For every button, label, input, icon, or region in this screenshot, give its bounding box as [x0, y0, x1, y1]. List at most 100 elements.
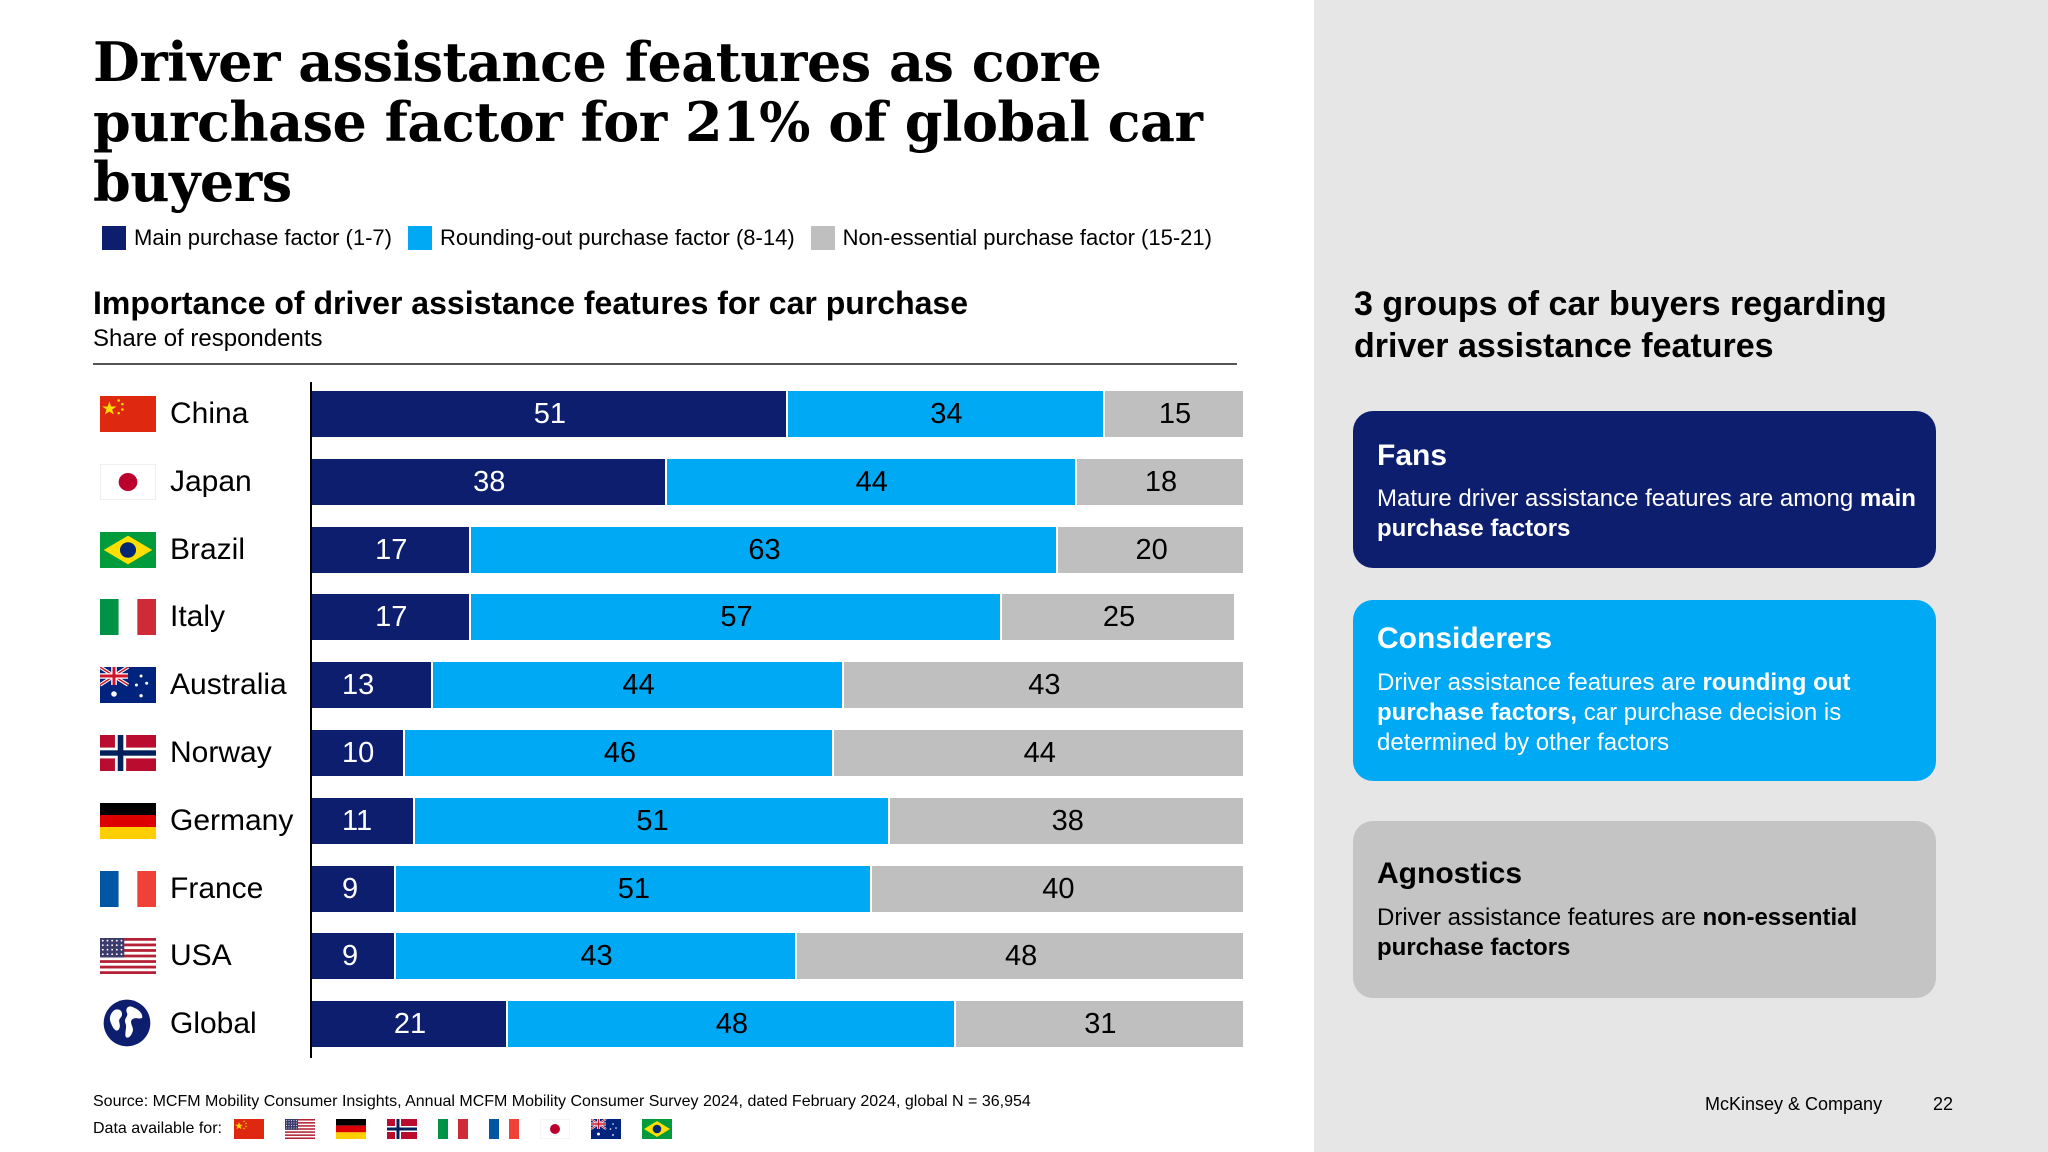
globe-icon: [102, 998, 152, 1048]
bar-segment: 38: [312, 458, 667, 505]
brazil-flag-icon: [100, 531, 156, 568]
chart-legend: Main purchase factor (1-7) Rounding-out p…: [102, 224, 1228, 252]
card-text-plain: Mature driver assistance features are am…: [1377, 485, 1860, 512]
bar-segment: 34: [787, 391, 1106, 437]
category-label: Australia: [170, 668, 287, 702]
data-available-flags: [233, 1118, 693, 1140]
card-text-considerers: Driver assistance features are rounding …: [1377, 668, 1917, 758]
australia-flag-icon: [590, 1118, 621, 1139]
bar-segment: 44: [666, 458, 1078, 505]
legend-swatch: [810, 226, 835, 250]
bar-segment: 15: [1105, 391, 1245, 437]
bar-row-norway: Norway 10 46 44: [0, 730, 1260, 776]
bar-segment: 51: [414, 797, 891, 844]
card-text-plain: Driver assistance features are: [1377, 669, 1703, 696]
source-note: Source: MCFM Mobility Consumer Insights,…: [93, 1093, 1031, 1110]
bar-segment: 44: [834, 730, 1245, 776]
category-label: Germany: [170, 803, 294, 837]
legend-item: Non-essential purchase factor (15-21): [810, 225, 1212, 251]
bar-segment: 21: [312, 1001, 508, 1048]
usa-flag-icon: [284, 1119, 315, 1139]
bar-row-brazil: Brazil 17 63 20: [0, 526, 1260, 573]
category-label: Global: [170, 1007, 257, 1041]
bar-row-italy: Italy 17 57 25: [0, 594, 1260, 641]
bar-segment: 13: [312, 662, 434, 709]
bar-segment: 43: [395, 933, 798, 980]
bar-segment: 51: [312, 391, 788, 437]
bar-segment: 38: [890, 797, 1245, 844]
bar-row-france: France 9 51 40: [0, 865, 1260, 912]
card-text-plain: Driver assistance features are: [1377, 904, 1703, 931]
bar-segment: 20: [1058, 526, 1245, 573]
card-text-fans: Mature driver assistance features are am…: [1377, 484, 1917, 544]
data-available-label: Data available for:: [93, 1120, 222, 1137]
bar-row-china: China 51 34 15: [0, 391, 1260, 437]
considerers-card: Considerers Driver assistance features a…: [1353, 600, 1936, 781]
norway-flag-icon: [100, 735, 156, 771]
legend-label: Rounding-out purchase factor (8-14): [440, 225, 795, 250]
card-title-agnostics: Agnostics: [1377, 857, 1523, 890]
card-text-bold: non-essential purchase factors: [1377, 904, 1858, 961]
chart-axis-line: [310, 382, 312, 1058]
china-flag-icon: [233, 1119, 264, 1139]
data-available: Data available for:: [93, 1118, 693, 1140]
germany-flag-icon: [100, 802, 156, 839]
footer-brand: McKinsey & Company: [1705, 1094, 1883, 1114]
legend-item: Main purchase factor (1-7): [102, 225, 392, 251]
chart-divider: [93, 363, 1237, 365]
bar-segment: 17: [312, 594, 471, 641]
italy-flag-icon: [100, 599, 156, 636]
bar-row-japan: Japan 38 44 18: [0, 458, 1260, 505]
bar-segment: 10: [312, 730, 406, 776]
legend-item: Rounding-out purchase factor (8-14): [408, 225, 795, 251]
bar-segment: 57: [470, 594, 1003, 641]
bar-segment: 17: [312, 526, 471, 573]
card-text-bold: rounding out purchase factors,: [1377, 669, 1851, 726]
australia-flag-icon: [98, 665, 156, 704]
agnostics-card: Agnostics Driver assistance features are…: [1353, 821, 1936, 998]
bar-segment: 9: [312, 933, 396, 980]
bar-segment: 40: [871, 865, 1245, 912]
france-flag-icon: [100, 870, 156, 907]
bar-segment: 46: [405, 730, 835, 776]
bar-segment: 48: [507, 1001, 956, 1048]
bar-row-germany: Germany 11 51 38: [0, 797, 1260, 844]
bar-segment: 43: [843, 662, 1245, 709]
germany-flag-icon: [335, 1119, 366, 1139]
page-number: 22: [1933, 1094, 1954, 1114]
norway-flag-icon: [386, 1119, 417, 1139]
category-label: France: [170, 871, 264, 905]
card-text-agnostics: Driver assistance features are non-essen…: [1377, 903, 1917, 963]
legend-swatch: [102, 226, 126, 250]
bar-segment: 25: [1002, 594, 1236, 641]
italy-flag-icon: [437, 1119, 468, 1139]
bar-segment: 11: [312, 797, 415, 844]
bar-segment: 51: [395, 865, 872, 912]
bar-segment: 31: [955, 1001, 1245, 1048]
brazil-flag-icon: [641, 1119, 672, 1139]
card-text-plain: car purchase decision is determined by o…: [1377, 699, 1842, 756]
bar-segment: 63: [470, 526, 1059, 573]
card-title-considerers: Considerers: [1377, 622, 1553, 655]
france-flag-icon: [488, 1119, 519, 1139]
bar-segment: 9: [312, 865, 396, 912]
bar-row-usa: USA 9 43 48: [0, 933, 1260, 980]
card-text-bold: main purchase factors: [1377, 485, 1916, 542]
category-label: Brazil: [170, 532, 246, 566]
chart-heading: Importance of driver assistance features…: [93, 285, 969, 321]
bar-row-australia: Australia 13 44 43: [0, 662, 1260, 709]
bar-segment: 18: [1077, 458, 1245, 505]
chart-subheading: Share of respondents: [93, 325, 323, 352]
bar-segment: 48: [797, 933, 1245, 980]
card-title-fans: Fans: [1377, 439, 1448, 472]
legend-label: Main purchase factor (1-7): [134, 225, 392, 250]
japan-flag-icon: [99, 463, 157, 501]
category-label: Japan: [170, 464, 252, 498]
category-label: China: [170, 397, 249, 430]
category-label: USA: [170, 939, 232, 973]
china-flag-icon: [100, 396, 156, 432]
legend-swatch: [408, 226, 432, 250]
fans-card: Fans Mature driver assistance features a…: [1353, 411, 1936, 568]
category-label: Italy: [170, 600, 226, 634]
category-label: Norway: [170, 736, 272, 769]
